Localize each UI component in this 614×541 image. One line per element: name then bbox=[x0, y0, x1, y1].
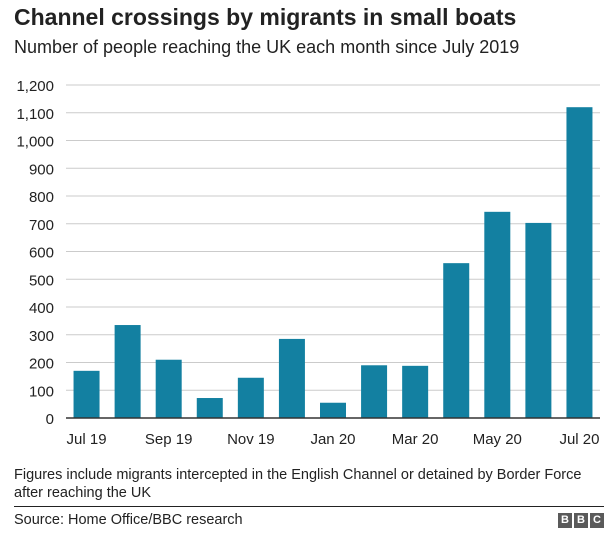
y-tick-label: 200 bbox=[29, 356, 54, 373]
x-tick-label: Nov 19 bbox=[227, 431, 275, 448]
y-tick-label: 500 bbox=[29, 272, 54, 289]
logo-letter-c: C bbox=[590, 513, 604, 528]
y-tick-label: 400 bbox=[29, 300, 54, 317]
y-tick-label: 100 bbox=[29, 383, 54, 400]
x-tick-label: Jul 20 bbox=[559, 431, 599, 448]
x-tick-label: Mar 20 bbox=[392, 431, 439, 448]
y-tick-label: 1,000 bbox=[16, 134, 54, 151]
bar bbox=[484, 211, 511, 418]
bar bbox=[196, 398, 223, 418]
bbc-logo: B B C bbox=[558, 513, 604, 528]
bar bbox=[114, 325, 141, 418]
bar bbox=[320, 402, 346, 418]
y-tick-label: 900 bbox=[29, 161, 54, 178]
bar bbox=[278, 338, 305, 418]
bar bbox=[566, 107, 593, 418]
y-tick-label: 800 bbox=[29, 189, 54, 206]
x-tick-label: May 20 bbox=[473, 431, 522, 448]
logo-letter-b1: B bbox=[558, 513, 572, 528]
chart-footnote: Figures include migrants intercepted in … bbox=[14, 467, 582, 501]
bar bbox=[73, 370, 100, 418]
chart-title: Channel crossings by migrants in small b… bbox=[14, 4, 517, 30]
footer-divider bbox=[14, 506, 604, 507]
y-tick-label: 600 bbox=[29, 245, 54, 262]
bar bbox=[402, 365, 429, 418]
bar bbox=[361, 365, 388, 418]
x-tick-label: Jan 20 bbox=[310, 431, 355, 448]
bar bbox=[237, 377, 264, 418]
bar-chart: 0 100 200 300 400 500 600 700 800 900 1,000 1,100 1,… bbox=[16, 78, 600, 448]
y-tick-label: 1,100 bbox=[16, 106, 54, 123]
x-tick-label: Jul 19 bbox=[67, 431, 107, 448]
chart-source: Source: Home Office/BBC research bbox=[14, 512, 243, 528]
bar bbox=[443, 263, 470, 418]
x-tick-label: Sep 19 bbox=[145, 431, 193, 448]
y-tick-label: 700 bbox=[29, 217, 54, 234]
y-tick-label: 300 bbox=[29, 328, 54, 345]
logo-letter-b2: B bbox=[574, 513, 588, 528]
y-tick-label: 1,200 bbox=[16, 78, 54, 95]
chart-subtitle: Number of people reaching the UK each mo… bbox=[14, 37, 520, 57]
y-tick-label: 0 bbox=[46, 411, 54, 428]
bar bbox=[525, 222, 552, 418]
bar bbox=[155, 359, 182, 418]
